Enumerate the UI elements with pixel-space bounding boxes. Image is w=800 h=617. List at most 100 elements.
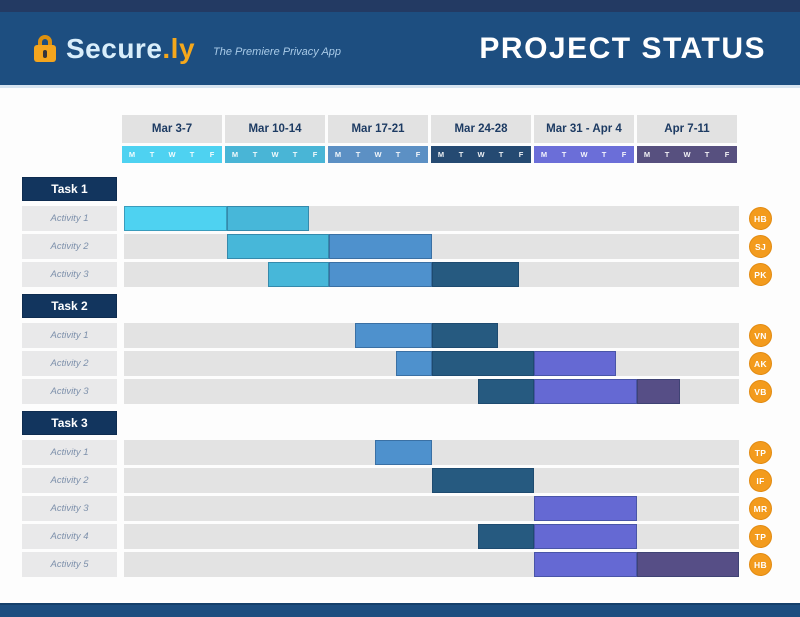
footer-bar — [0, 603, 800, 617]
logo-suffix: .ly — [162, 32, 196, 64]
day-label: F — [415, 150, 421, 159]
day-label: W — [168, 150, 176, 159]
activity-row: Activity 5 HB — [22, 552, 778, 577]
assignee-badge: VB — [749, 380, 772, 403]
day-label: F — [724, 150, 730, 159]
activity-track — [124, 206, 739, 231]
day-label: T — [601, 150, 607, 159]
day-label: T — [704, 150, 710, 159]
activity-label: Activity 3 — [22, 262, 117, 287]
day-label: T — [189, 150, 195, 159]
gantt-bar-segment — [226, 206, 309, 231]
week-header-cell: Mar 10-14 — [225, 115, 325, 143]
day-label: W — [374, 150, 382, 159]
day-label: T — [664, 150, 670, 159]
day-label: T — [355, 150, 361, 159]
activity-label: Activity 2 — [22, 351, 117, 376]
assignee-badge: MR — [749, 497, 772, 520]
gantt-bar-segment — [477, 524, 534, 549]
gantt-bar-segment — [329, 262, 432, 287]
gantt-rows: Task 1 Activity 1 HB Activity 2 SJ Activity 3… — [22, 177, 778, 580]
task-header: Task 1 — [22, 177, 117, 201]
week-header-cell: Mar 24-28 — [431, 115, 531, 143]
gantt-bar-segment — [636, 552, 739, 577]
task-header: Task 3 — [22, 411, 117, 435]
activity-row: Activity 2 SJ — [22, 234, 778, 259]
gantt-bar-segment — [354, 323, 432, 348]
day-label: M — [128, 150, 136, 159]
gantt-bar-segment — [375, 440, 432, 465]
assignee-badge: HB — [749, 207, 772, 230]
activity-track — [124, 524, 739, 549]
gantt-bar-segment — [431, 468, 534, 493]
day-label: F — [621, 150, 627, 159]
assignee-badge: PK — [749, 263, 772, 286]
task-header: Task 2 — [22, 294, 117, 318]
day-label: W — [477, 150, 485, 159]
day-label: F — [312, 150, 318, 159]
gantt-bar-segment — [534, 351, 616, 376]
activity-track — [124, 440, 739, 465]
activity-label: Activity 2 — [22, 234, 117, 259]
activity-row: Activity 1 HB — [22, 206, 778, 231]
activity-row: Activity 3 VB — [22, 379, 778, 404]
gantt-bar-segment — [534, 496, 637, 521]
day-label: T — [498, 150, 504, 159]
gantt-bar-segment — [226, 234, 329, 259]
gantt-bar-segment — [431, 351, 534, 376]
day-label: T — [561, 150, 567, 159]
day-label: M — [334, 150, 342, 159]
week-header-row: Mar 3-7 Mar 10-14 Mar 17-21 Mar 24-28 Mar 31… — [122, 115, 737, 143]
gantt-bar-segment — [267, 262, 329, 287]
app-header: Secure.ly The Premiere Privacy App PROJE… — [0, 12, 800, 88]
assignee-badge: VN — [749, 324, 772, 347]
activity-row: Activity 2 IF — [22, 468, 778, 493]
gantt-bar-segment — [477, 379, 534, 404]
activity-track — [124, 552, 739, 577]
logo-text: Secure.ly — [66, 32, 196, 64]
day-label: W — [683, 150, 691, 159]
gantt-bar-segment — [395, 351, 432, 376]
activity-row: Activity 4 TP — [22, 524, 778, 549]
day-label: T — [149, 150, 155, 159]
day-label: M — [231, 150, 239, 159]
day-label: T — [252, 150, 258, 159]
gantt-bar-segment — [534, 524, 637, 549]
activity-label: Activity 3 — [22, 496, 117, 521]
day-label: T — [458, 150, 464, 159]
day-label: W — [271, 150, 279, 159]
day-label: M — [643, 150, 651, 159]
activity-label: Activity 1 — [22, 440, 117, 465]
day-label: T — [292, 150, 298, 159]
day-label: M — [437, 150, 445, 159]
tagline: The Premiere Privacy App — [213, 45, 342, 58]
day-label: M — [540, 150, 548, 159]
week-header-cell: Mar 3-7 — [122, 115, 222, 143]
activity-row: Activity 1 VN — [22, 323, 778, 348]
activity-track — [124, 234, 739, 259]
assignee-badge: HB — [749, 553, 772, 576]
activity-track — [124, 379, 739, 404]
logo: Secure.ly The Premiere Privacy App — [34, 33, 341, 65]
activity-track — [124, 323, 739, 348]
activity-track — [124, 351, 739, 376]
activity-track — [124, 496, 739, 521]
gantt-board: Mar 3-7 Mar 10-14 Mar 17-21 Mar 24-28 Mar 31… — [0, 91, 800, 601]
assignee-badge: SJ — [749, 235, 772, 258]
activity-label: Activity 4 — [22, 524, 117, 549]
gantt-bar-segment — [636, 379, 680, 404]
header-top-strip — [0, 0, 800, 12]
gantt-bar-segment — [431, 262, 519, 287]
day-label: T — [395, 150, 401, 159]
assignee-badge: TP — [749, 525, 772, 548]
lock-icon — [34, 35, 56, 62]
activity-label: Activity 5 — [22, 552, 117, 577]
activity-row: Activity 1 TP — [22, 440, 778, 465]
day-label: W — [580, 150, 588, 159]
week-header-cell: Apr 7-11 — [637, 115, 737, 143]
gantt-bar-segment — [534, 379, 637, 404]
day-label: F — [209, 150, 215, 159]
